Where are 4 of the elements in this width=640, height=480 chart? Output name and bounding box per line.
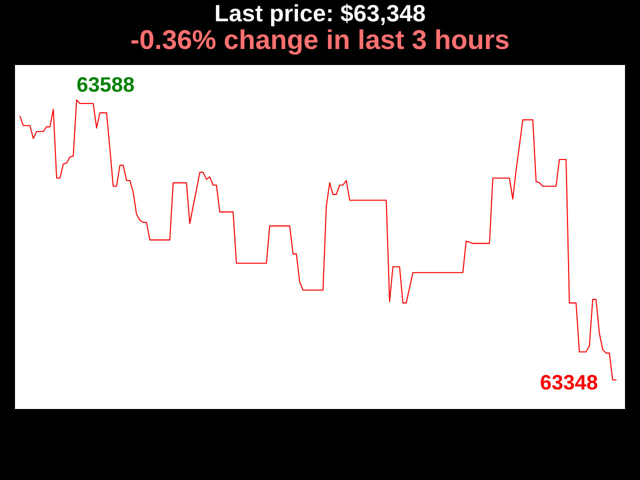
chart-subtitle: -0.36% change in last 3 hours <box>131 29 509 55</box>
data-label: 63348 <box>540 374 598 390</box>
chart-title: Last price: $63,348 <box>216 4 425 26</box>
data-label: 63588 <box>77 77 134 92</box>
